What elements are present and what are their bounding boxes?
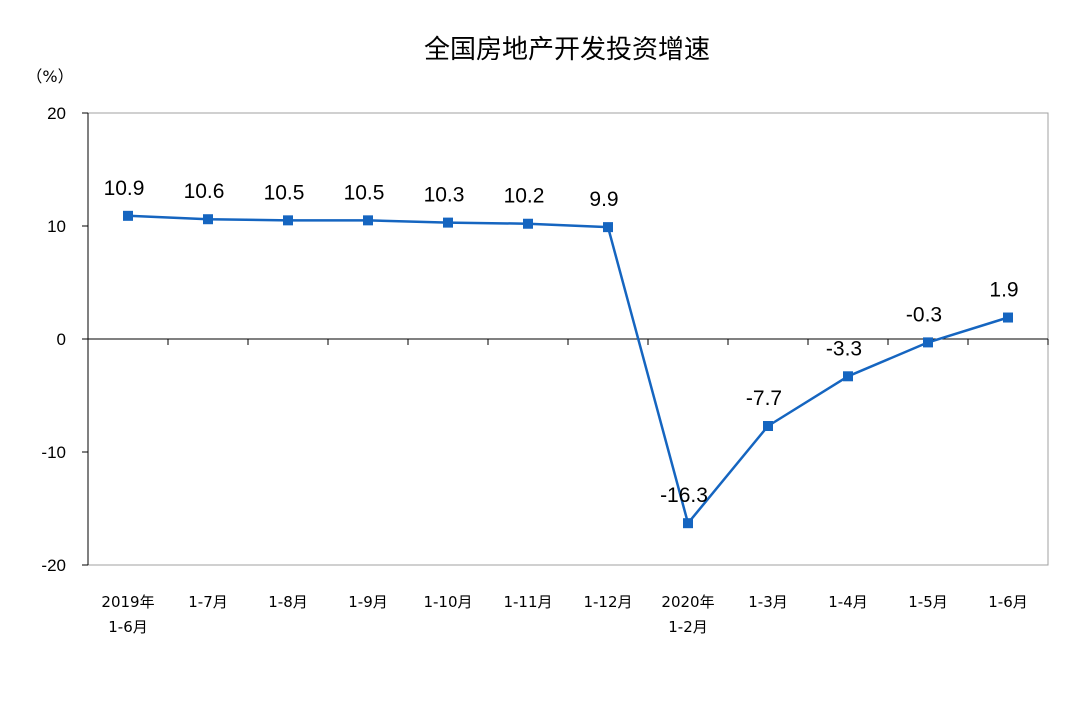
data-point-marker [363, 215, 373, 226]
x-tick-label: 2019年 1-6月 [101, 593, 154, 636]
x-tick-label: 1-7月 [188, 593, 228, 611]
data-point-marker [763, 421, 773, 432]
data-label: 10.3 [424, 184, 465, 207]
x-tick-label: 1-10月 [423, 593, 472, 611]
y-tick-label: -10 [41, 443, 66, 462]
x-tick-label: 1-12月 [583, 593, 632, 611]
x-tick-label: 1-4月 [828, 593, 868, 611]
data-point-marker [923, 337, 933, 348]
data-label: 10.5 [264, 181, 305, 204]
series-line [127, 214, 1009, 525]
x-tick-label: 1-9月 [348, 593, 388, 611]
x-tick-label: 1-3月 [748, 593, 788, 611]
data-label: 10.2 [504, 185, 545, 208]
x-tick-label: 1-5月 [908, 593, 948, 611]
data-label: -7.7 [746, 387, 782, 410]
data-point-marker [1003, 312, 1013, 323]
x-tick-label: 2020年 1-2月 [661, 593, 714, 636]
data-label: 9.9 [589, 188, 618, 211]
chart-title: 全国房地产开发投资增速 [424, 35, 710, 65]
data-point-marker [843, 371, 853, 382]
data-label: 1.9 [989, 279, 1018, 302]
data-point-marker [283, 215, 293, 226]
data-label: -3.3 [826, 337, 862, 360]
y-tick-label: 0 [57, 330, 66, 349]
data-label: -16.3 [660, 484, 708, 507]
data-label: 10.5 [344, 181, 385, 204]
x-tick-label: 1-8月 [268, 593, 308, 611]
data-point-marker [603, 222, 613, 233]
x-tick-label: 1-6月 [988, 593, 1028, 611]
data-point-marker [123, 210, 133, 221]
data-label: 10.9 [104, 177, 145, 200]
y-tick-label: -20 [41, 556, 66, 575]
data-point-marker [523, 218, 533, 229]
data-point-marker [443, 217, 453, 228]
data-label: 10.6 [184, 180, 225, 203]
y-unit-label: （%） [26, 67, 73, 86]
x-tick-label: 1-11月 [503, 593, 552, 611]
y-tick-label: 10 [47, 217, 66, 236]
data-point-marker [203, 214, 213, 225]
data-point-marker [683, 518, 693, 529]
y-tick-label: 20 [47, 104, 66, 123]
data-label: -0.3 [906, 303, 942, 326]
